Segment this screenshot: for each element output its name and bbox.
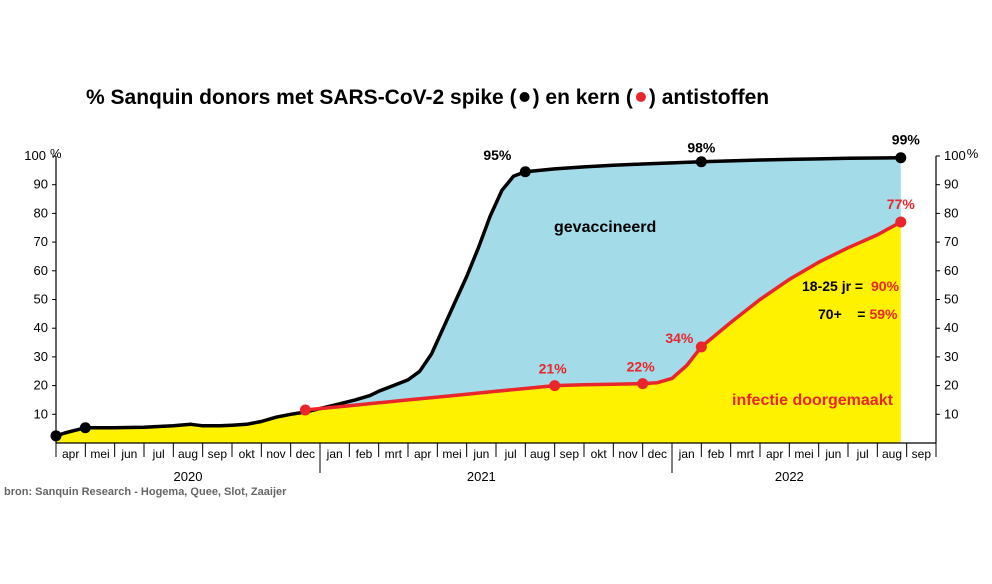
spike-marker xyxy=(50,430,62,442)
kern-annotation: 34% xyxy=(665,330,694,346)
x-tick-label: mei xyxy=(90,447,109,461)
x-tick-label: jun xyxy=(824,447,841,461)
year-label: 2021 xyxy=(467,469,496,484)
title-kern-dot-icon xyxy=(635,92,646,102)
x-tick-label: mrt xyxy=(385,447,403,461)
age-group-1-value: 90% xyxy=(871,278,900,294)
x-tick-label: jul xyxy=(152,447,165,461)
x-tick-label: sep xyxy=(208,447,228,461)
kern-marker xyxy=(637,378,649,390)
year-label: 2020 xyxy=(174,469,203,484)
svg-text:70+ =59%: 70+ = 59% xyxy=(818,306,898,322)
kern-annotation: 77% xyxy=(887,196,916,212)
age-group-2-value: 59% xyxy=(869,306,898,322)
kern-marker xyxy=(299,404,311,416)
x-tick-label: nov xyxy=(618,447,637,461)
y-tick-label-right: 90 xyxy=(944,177,958,192)
x-tick-label: jun xyxy=(472,447,489,461)
kern-marker xyxy=(895,216,907,228)
kern-annotation: 22% xyxy=(627,359,656,375)
x-tick-label: okt xyxy=(591,447,608,461)
age-group-1-label: 18-25 jr = xyxy=(802,278,863,294)
y-tick-label-right: 80 xyxy=(944,205,958,220)
x-tick-label: jul xyxy=(856,447,869,461)
x-tick-label: aug xyxy=(882,447,902,461)
y-tick-label-left: 100 xyxy=(24,148,46,163)
annotations: 95% 98% 99% 21% 22% 34% 77% xyxy=(483,132,920,377)
x-tick-label: sep xyxy=(912,447,932,461)
x-tick-label: nov xyxy=(266,447,285,461)
age-group-2-label: 70+ = xyxy=(818,306,865,322)
x-tick-label: dec xyxy=(296,447,315,461)
infected-area xyxy=(56,222,901,443)
series-markers xyxy=(50,152,907,442)
y-unit-right: % xyxy=(967,146,979,161)
svg-text:% Sanquin donors met SARS-CoV-: % Sanquin donors met SARS-CoV-2 spike ( xyxy=(86,86,517,109)
spike-line xyxy=(54,155,903,438)
x-tick-label: jul xyxy=(504,447,517,461)
age-group-legend: 18-25 jr = 90% 70+ = 59% xyxy=(802,278,900,322)
x-tick-label: aug xyxy=(530,447,550,461)
kern-annotation: 21% xyxy=(539,361,568,377)
kern-marker xyxy=(695,341,707,353)
source-note: bron: Sanquin Research - Hogema, Quee, S… xyxy=(4,486,287,498)
y-tick-label-right: 70 xyxy=(944,234,958,249)
title-part-1: % Sanquin donors met SARS-CoV-2 spike ( xyxy=(86,86,517,109)
kern-marker xyxy=(549,380,561,392)
y-tick-label-right: 30 xyxy=(944,349,958,364)
y-tick-label-left: 10 xyxy=(34,406,48,421)
x-tick-label: feb xyxy=(708,447,725,461)
y-tick-label-right: 20 xyxy=(944,378,958,393)
x-tick-label: aug xyxy=(178,447,198,461)
y-tick-label-right: 10 xyxy=(944,406,958,421)
x-tick-label: apr xyxy=(62,447,79,461)
y-tick-label-left: 70 xyxy=(34,234,48,249)
x-tick-label: dec xyxy=(648,447,667,461)
spike-annotation: 99% xyxy=(892,132,921,148)
vaccinated-area xyxy=(56,157,901,436)
spike-annotation: 98% xyxy=(687,140,716,156)
y-tick-label-left: 50 xyxy=(34,292,48,307)
svg-text:18-25 jr = 90%: 18-25 jr = 90% xyxy=(802,278,900,294)
chart-title: % Sanquin donors met SARS-CoV-2 spike ( … xyxy=(86,86,769,109)
x-tick-label: apr xyxy=(414,447,431,461)
x-tick-label: mei xyxy=(442,447,461,461)
x-tick-label: feb xyxy=(356,447,373,461)
y-tick-label-left: 30 xyxy=(34,349,48,364)
y-tick-label-left: 60 xyxy=(34,263,48,278)
x-tick-label: jan xyxy=(326,447,343,461)
x-tick-label: okt xyxy=(239,447,256,461)
title-spike-dot-icon xyxy=(519,92,530,102)
x-tick-label: jan xyxy=(678,447,695,461)
svg-text:) en kern (: ) en kern ( xyxy=(533,86,633,109)
x-tick-label: mei xyxy=(794,447,813,461)
spike-annotation: 95% xyxy=(483,147,512,163)
svg-text:) antistoffen: ) antistoffen xyxy=(649,86,769,109)
spike-marker xyxy=(895,152,907,164)
spike-marker xyxy=(519,166,531,178)
y-tick-label-right: 60 xyxy=(944,263,958,278)
x-tick-label: apr xyxy=(766,447,783,461)
y-tick-label-right: 40 xyxy=(944,320,958,335)
area-fills xyxy=(56,157,901,443)
y-tick-label-left: 90 xyxy=(34,177,48,192)
spike-marker xyxy=(695,156,707,168)
spike-marker xyxy=(79,422,91,434)
x-tick-label: sep xyxy=(560,447,580,461)
region-label-infected: infectie doorgemaakt xyxy=(732,392,894,409)
y-tick-label-left: 20 xyxy=(34,378,48,393)
y-tick-label-right: 100 xyxy=(944,148,966,163)
y-unit-left: % xyxy=(50,146,62,161)
title-part-2: ) en kern ( xyxy=(533,86,633,109)
y-tick-label-left: 80 xyxy=(34,205,48,220)
y-tick-label-left: 40 xyxy=(34,320,48,335)
x-tick-label: mrt xyxy=(737,447,755,461)
title-part-3: ) antistoffen xyxy=(649,86,769,109)
y-tick-label-right: 50 xyxy=(944,292,958,307)
region-label-vaccinated: gevaccineerd xyxy=(554,219,656,236)
x-tick-label: jun xyxy=(120,447,137,461)
year-label: 2022 xyxy=(775,469,804,484)
